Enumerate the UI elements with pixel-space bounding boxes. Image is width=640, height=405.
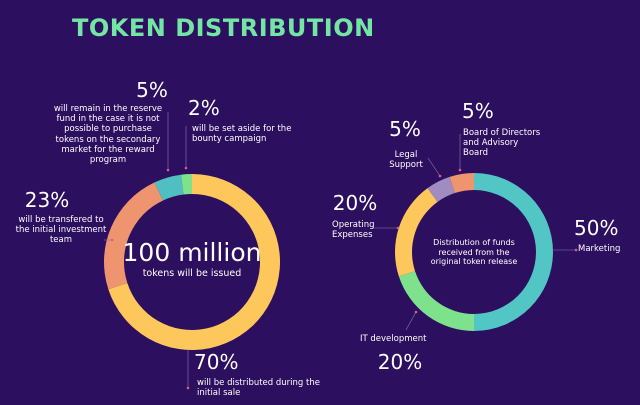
leader-dot	[414, 310, 418, 314]
center-text: tokens will be issued	[142, 268, 242, 279]
donut-slice	[449, 173, 474, 194]
slice-description: Board of Directors and Advisory Board	[463, 128, 541, 159]
donut-slice	[398, 271, 474, 331]
slice-description: IT development	[360, 334, 427, 344]
percent-label: 70%	[194, 350, 239, 374]
leader-dot	[438, 174, 442, 178]
percent-label: 5%	[462, 99, 494, 123]
donut-slice	[103, 182, 164, 290]
donut-slice	[180, 174, 192, 195]
leader-dot	[186, 386, 190, 390]
slice-description: Operating Expenses	[332, 220, 375, 241]
donut-slice	[427, 176, 455, 202]
slice-description: will be distributed during the initial s…	[197, 378, 320, 399]
slice-description: Marketing	[578, 244, 621, 254]
leader-dot	[110, 238, 114, 242]
center-text: Distribution of funds received from the …	[430, 238, 518, 267]
slice-description: Legal Support	[389, 150, 423, 171]
donut-slice	[154, 174, 184, 201]
percent-label: 20%	[332, 191, 378, 215]
center-text: 100 million	[122, 238, 262, 267]
percent-label: 2%	[188, 96, 220, 120]
leader-line	[405, 311, 417, 331]
percent-label: 20%	[377, 350, 423, 374]
donut-slice	[395, 188, 438, 277]
leader-dot	[184, 166, 188, 170]
percent-label: 5%	[136, 78, 168, 102]
leader-dot	[396, 226, 400, 230]
leader-dot	[166, 168, 170, 172]
percent-label: 5%	[389, 117, 421, 141]
leader-line	[427, 157, 441, 177]
slice-description: will remain in the reserve fund in the c…	[53, 104, 163, 165]
slice-description: will be transfered to the initial invest…	[15, 215, 107, 246]
leader-dot	[574, 248, 578, 252]
leader-dot	[458, 168, 462, 172]
percent-label: 23%	[24, 188, 70, 212]
slice-description: will be set aside for the bounty campaig…	[192, 124, 292, 145]
percent-label: 50%	[574, 216, 619, 240]
page-title: TOKEN DISTRIBUTION	[72, 14, 375, 42]
donut-slice	[474, 173, 553, 331]
